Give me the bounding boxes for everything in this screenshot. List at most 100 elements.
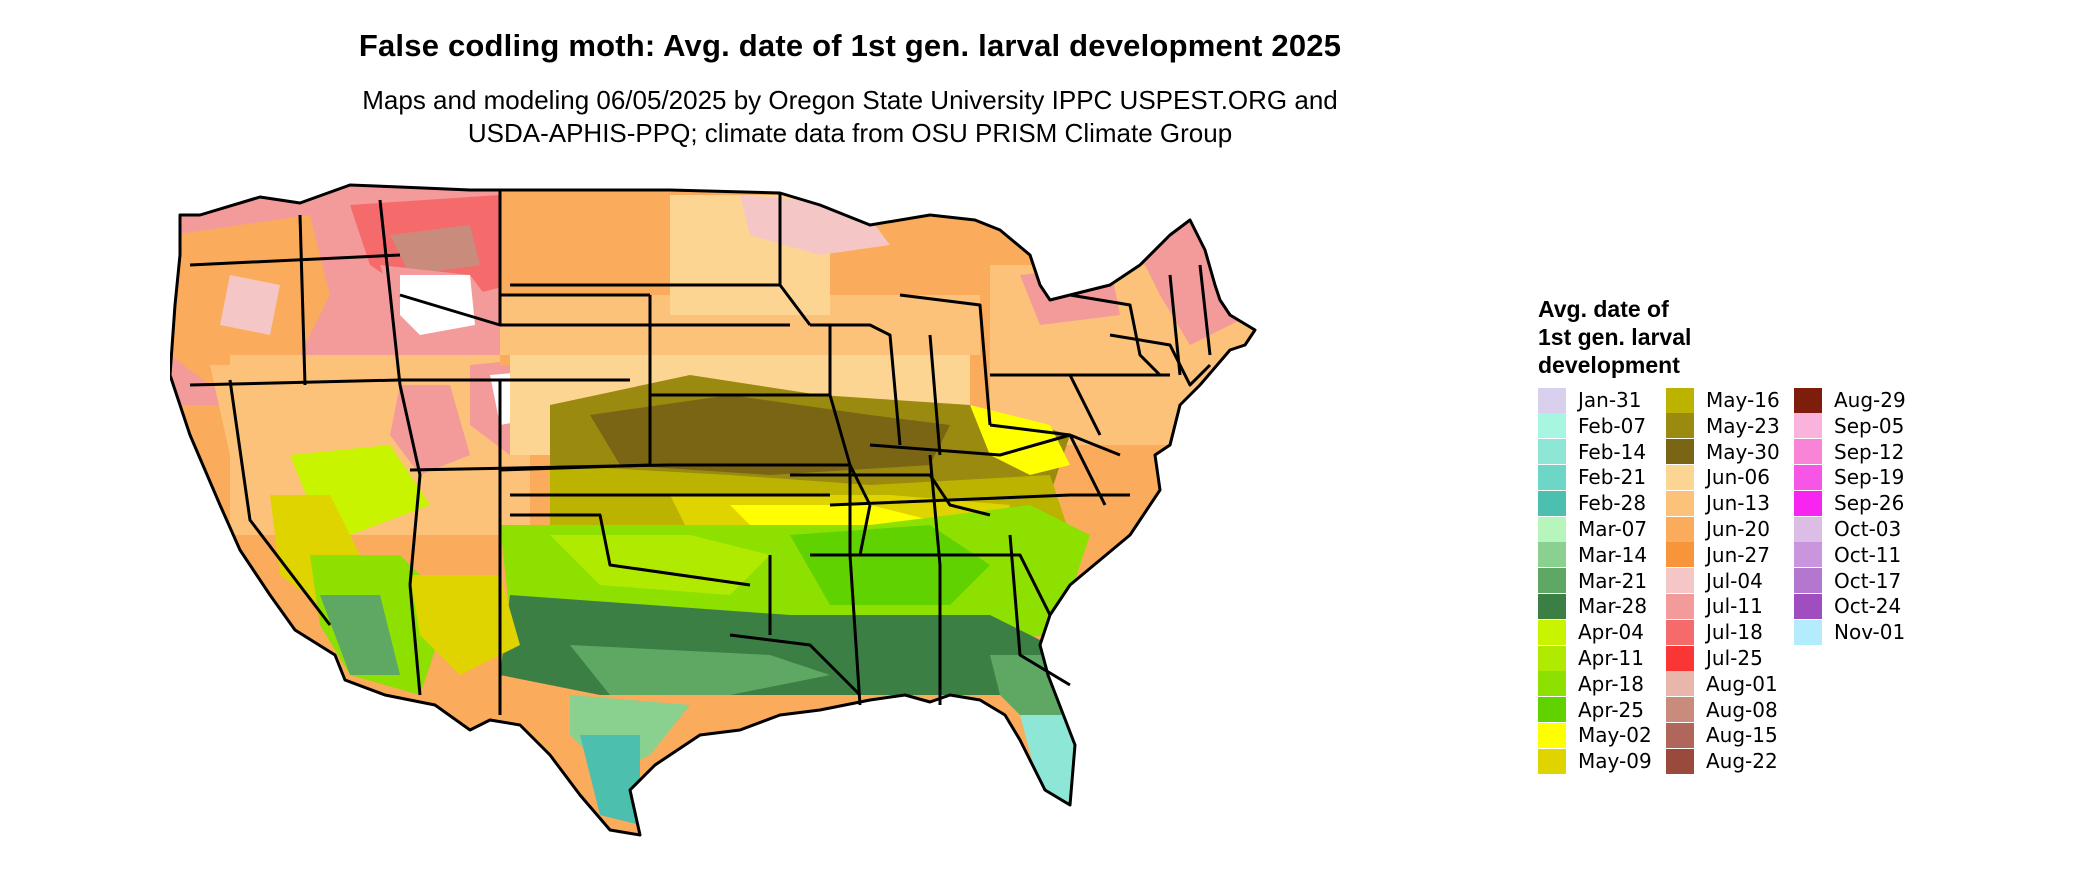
legend-label: Sep-19 — [1834, 465, 1905, 490]
legend-item: Oct-24 — [1794, 593, 1901, 619]
legend-item: May-23 — [1666, 413, 1780, 439]
legend-swatch — [1794, 464, 1822, 490]
legend-label: May-02 — [1578, 723, 1652, 748]
legend-swatch — [1538, 490, 1566, 516]
legend-swatch — [1538, 722, 1566, 748]
legend-label: Jun-06 — [1706, 465, 1770, 490]
map-title: False codling moth: Avg. date of 1st gen… — [358, 28, 1342, 63]
legend-swatch — [1538, 748, 1566, 774]
legend-item: Oct-17 — [1794, 568, 1901, 594]
legend-label: Mar-21 — [1578, 568, 1648, 593]
legend-swatch — [1794, 568, 1822, 594]
legend-item: Apr-04 — [1538, 619, 1644, 645]
legend-label: Mar-14 — [1578, 542, 1648, 567]
legend-swatch — [1794, 387, 1822, 413]
map-subtitle: Maps and modeling 06/05/2025 by Oregon S… — [0, 84, 1700, 150]
legend-label: Apr-11 — [1578, 646, 1644, 670]
legend-swatch — [1666, 619, 1694, 645]
legend-item: Oct-03 — [1794, 516, 1901, 542]
legend-swatch — [1794, 490, 1822, 516]
legend-label: Jul-11 — [1706, 594, 1763, 619]
legend-label: Aug-29 — [1834, 388, 1906, 412]
legend-item: Sep-19 — [1794, 464, 1904, 490]
legend-item: Feb-28 — [1538, 490, 1646, 516]
legend-swatch — [1794, 413, 1822, 439]
legend-swatch — [1538, 645, 1566, 671]
legend-item: Jul-25 — [1666, 645, 1763, 671]
legend-swatch — [1538, 593, 1566, 619]
legend-label: Apr-18 — [1578, 671, 1644, 696]
legend-label: May-16 — [1706, 388, 1780, 412]
map-legend: Avg. date of 1st gen. larval development… — [1538, 295, 1906, 774]
legend-item: Feb-14 — [1538, 439, 1646, 465]
legend-item: Sep-05 — [1794, 413, 1904, 439]
legend-label: Nov-01 — [1834, 620, 1906, 645]
legend-label: Apr-25 — [1578, 697, 1644, 722]
legend-label: Feb-14 — [1578, 439, 1647, 464]
legend-swatch — [1666, 671, 1694, 697]
legend-label: Oct-24 — [1834, 594, 1902, 619]
legend-swatch — [1666, 464, 1694, 490]
legend-swatch — [1666, 645, 1694, 671]
legend-item: Sep-12 — [1794, 439, 1904, 465]
legend-item: Aug-22 — [1666, 748, 1778, 774]
legend-swatch — [1666, 722, 1694, 748]
us-map — [170, 183, 1257, 837]
legend-swatch — [1666, 413, 1694, 439]
legend-swatch — [1538, 697, 1566, 723]
legend-item: May-02 — [1538, 722, 1652, 748]
legend-swatch — [1794, 439, 1822, 465]
legend-label: Aug-01 — [1706, 671, 1778, 696]
subtitle-line-2: USDA-APHIS-PPQ; climate data from OSU PR… — [467, 118, 1233, 148]
legend-entries: Jan-31 Feb-07 Feb-14 Feb-21 Feb-28 Mar-07 Mar-… — [1538, 387, 2100, 787]
legend-title-line-3: development — [1538, 352, 1680, 378]
legend-swatch — [1538, 671, 1566, 697]
legend-swatch — [1666, 697, 1694, 723]
legend-title: Avg. date of 1st gen. larval development — [1538, 295, 1691, 379]
legend-label: Sep-12 — [1834, 439, 1905, 464]
legend-swatch — [1538, 619, 1566, 645]
legend-item: Aug-29 — [1794, 387, 1906, 413]
legend-label: Feb-21 — [1578, 465, 1647, 490]
legend-label: Jul-18 — [1706, 620, 1763, 645]
legend-swatch — [1538, 568, 1566, 594]
legend-swatch — [1666, 439, 1694, 465]
legend-item: May-30 — [1666, 439, 1780, 465]
legend-label: Jun-13 — [1706, 491, 1770, 516]
legend-item: Mar-28 — [1538, 593, 1647, 619]
legend-item: Feb-07 — [1538, 413, 1646, 439]
legend-item: Apr-11 — [1538, 645, 1644, 671]
legend-swatch — [1666, 593, 1694, 619]
legend-swatch — [1538, 464, 1566, 490]
legend-label: Aug-15 — [1706, 723, 1778, 748]
legend-label: Mar-07 — [1578, 517, 1648, 541]
legend-swatch — [1794, 593, 1822, 619]
legend-swatch — [1794, 619, 1822, 645]
legend-item: Apr-18 — [1538, 671, 1644, 697]
legend-item: Aug-15 — [1666, 722, 1778, 748]
legend-item: May-16 — [1666, 387, 1780, 413]
legend-item: Mar-07 — [1538, 516, 1647, 542]
legend-item: Sep-26 — [1794, 490, 1904, 516]
legend-label: May-09 — [1578, 749, 1652, 774]
legend-item: Apr-25 — [1538, 697, 1644, 723]
legend-label: Aug-22 — [1706, 749, 1778, 774]
legend-label: Feb-07 — [1578, 413, 1647, 438]
legend-item: Jul-04 — [1666, 568, 1763, 594]
subtitle-line-1: Maps and modeling 06/05/2025 by Oregon S… — [362, 85, 1338, 115]
legend-swatch — [1666, 568, 1694, 594]
legend-swatch — [1538, 439, 1566, 465]
legend-swatch — [1538, 387, 1566, 413]
legend-swatch — [1666, 748, 1694, 774]
legend-item: Jul-18 — [1666, 619, 1763, 645]
legend-item: Oct-11 — [1794, 542, 1901, 568]
legend-item: Jun-06 — [1666, 464, 1770, 490]
legend-label: May-23 — [1706, 413, 1780, 438]
legend-item: Jan-31 — [1538, 387, 1642, 413]
legend-label: Aug-08 — [1706, 697, 1778, 722]
legend-label: Jun-27 — [1706, 542, 1770, 567]
legend-item: Feb-21 — [1538, 464, 1646, 490]
legend-swatch — [1794, 516, 1822, 542]
legend-title-line-1: Avg. date of — [1538, 296, 1669, 322]
legend-item: Jun-20 — [1666, 516, 1770, 542]
